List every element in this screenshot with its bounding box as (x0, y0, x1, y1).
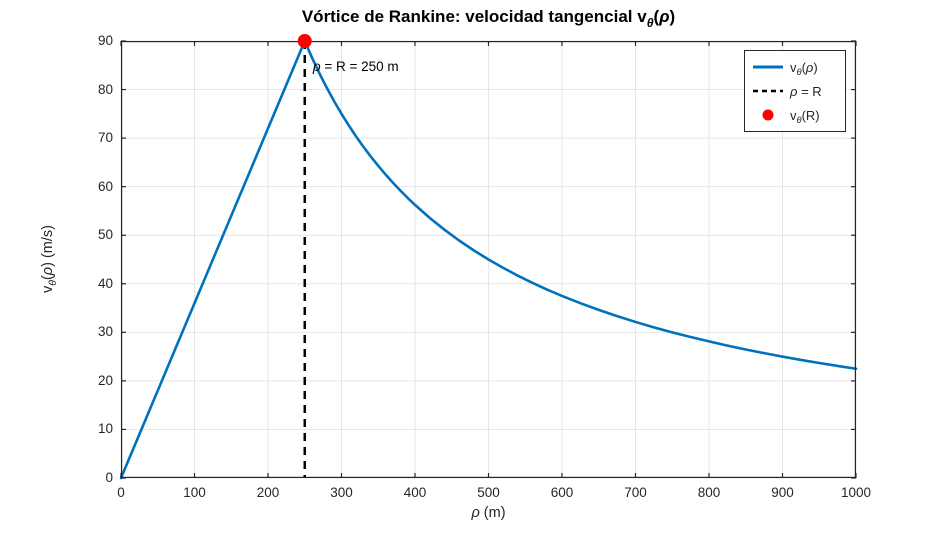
y-tick-label: 30 (97, 324, 113, 340)
plot-border (121, 41, 856, 478)
y-tick-label: 80 (97, 81, 113, 97)
text-segment: ρ (805, 59, 814, 75)
text-segment: ( (653, 7, 660, 26)
y-tick-label: 20 (97, 372, 113, 388)
text-segment: ρ (40, 266, 56, 276)
y-tick-label: 90 (97, 33, 113, 48)
text-segment: ( (801, 59, 806, 75)
x-tick-label: 400 (403, 485, 427, 500)
text-segment: ) (669, 7, 676, 26)
y-tick-label: 0 (105, 470, 113, 485)
x-tick-label: 500 (477, 485, 500, 500)
text-segment: θ (646, 15, 654, 30)
text-segment: = R (797, 83, 822, 99)
y-tick-label: 50 (97, 227, 113, 243)
y-tick-label: 10 (97, 421, 113, 437)
x-tick-label: 900 (771, 485, 794, 500)
x-tick-label: 600 (550, 485, 574, 500)
x-tick-label: 0 (117, 485, 125, 500)
legend-dot-icon (753, 108, 783, 122)
x-axis-label: ρ (m) (121, 505, 856, 521)
plot-area (119, 34, 858, 480)
text-segment: ρ (659, 7, 670, 26)
legend-line-icon (753, 60, 783, 74)
legend-dash-icon (753, 84, 783, 98)
text-segment: Vórtice de Rankine: velocidad tangencial… (301, 7, 647, 26)
text-segment: θ (796, 115, 802, 126)
x-tick-label: 200 (256, 485, 280, 500)
x-tick-label: 700 (624, 485, 647, 500)
text-segment: (R) (801, 107, 820, 123)
text-segment: v (790, 107, 797, 123)
peak-annotation: ρ = R = 250 m (313, 59, 399, 74)
text-segment: v (790, 59, 797, 75)
velocity-curve (119, 39, 858, 480)
text-segment: = R = 250 m (320, 58, 399, 74)
y-tick-label: 70 (97, 130, 113, 146)
text-segment: ) (813, 59, 818, 75)
x-tick-label: 800 (697, 485, 721, 500)
text-segment: ρ (471, 505, 480, 521)
x-tick-label: 1000 (840, 485, 872, 500)
text-segment: θ (796, 67, 802, 78)
x-tick-label: 300 (330, 485, 353, 500)
x-tick-label: 100 (183, 485, 206, 500)
legend-entry-label: vθ(R) (790, 107, 820, 126)
text-segment: (m) (479, 505, 506, 521)
text-segment: ρ (312, 58, 321, 74)
legend-entry-label: ρ = R (790, 84, 822, 99)
y-tick-label: 40 (97, 275, 113, 291)
legend-entry-label: vθ(ρ) (790, 59, 818, 78)
peak-marker (297, 34, 312, 48)
legend-entry: ρ = R (753, 84, 839, 99)
legend-entry: vθ(R) (753, 107, 839, 126)
y-tick-label: 60 (97, 178, 113, 194)
text-segment: ρ (790, 83, 798, 99)
chart-title: Vórtice de Rankine: velocidad tangencial… (121, 7, 856, 30)
legend-entry: vθ(ρ) (753, 59, 839, 78)
